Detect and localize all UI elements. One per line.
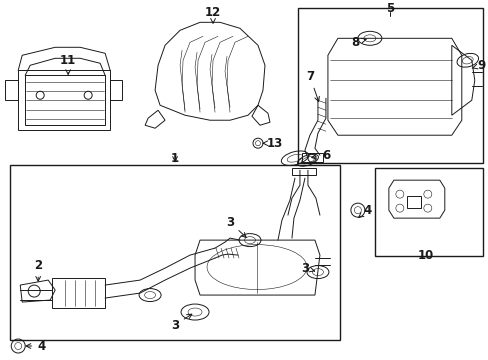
Text: 4: 4 [358,204,371,217]
Text: 3: 3 [225,216,245,238]
Bar [374,168,482,256]
Text: 6: 6 [311,149,329,162]
Text: 7: 7 [305,70,319,102]
Text: 5: 5 [385,2,393,15]
Text: 12: 12 [204,6,221,23]
Text: 9: 9 [471,59,485,72]
Bar [10,165,339,340]
Text: 8: 8 [350,36,366,49]
Text: 2: 2 [34,258,42,281]
Bar [297,8,482,163]
Text: 1: 1 [171,152,179,165]
Text: 4: 4 [26,339,45,352]
Text: 3: 3 [300,262,314,275]
Text: 13: 13 [263,137,283,150]
Text: 3: 3 [171,314,191,332]
Text: 11: 11 [60,54,76,75]
Text: 10: 10 [417,249,433,262]
